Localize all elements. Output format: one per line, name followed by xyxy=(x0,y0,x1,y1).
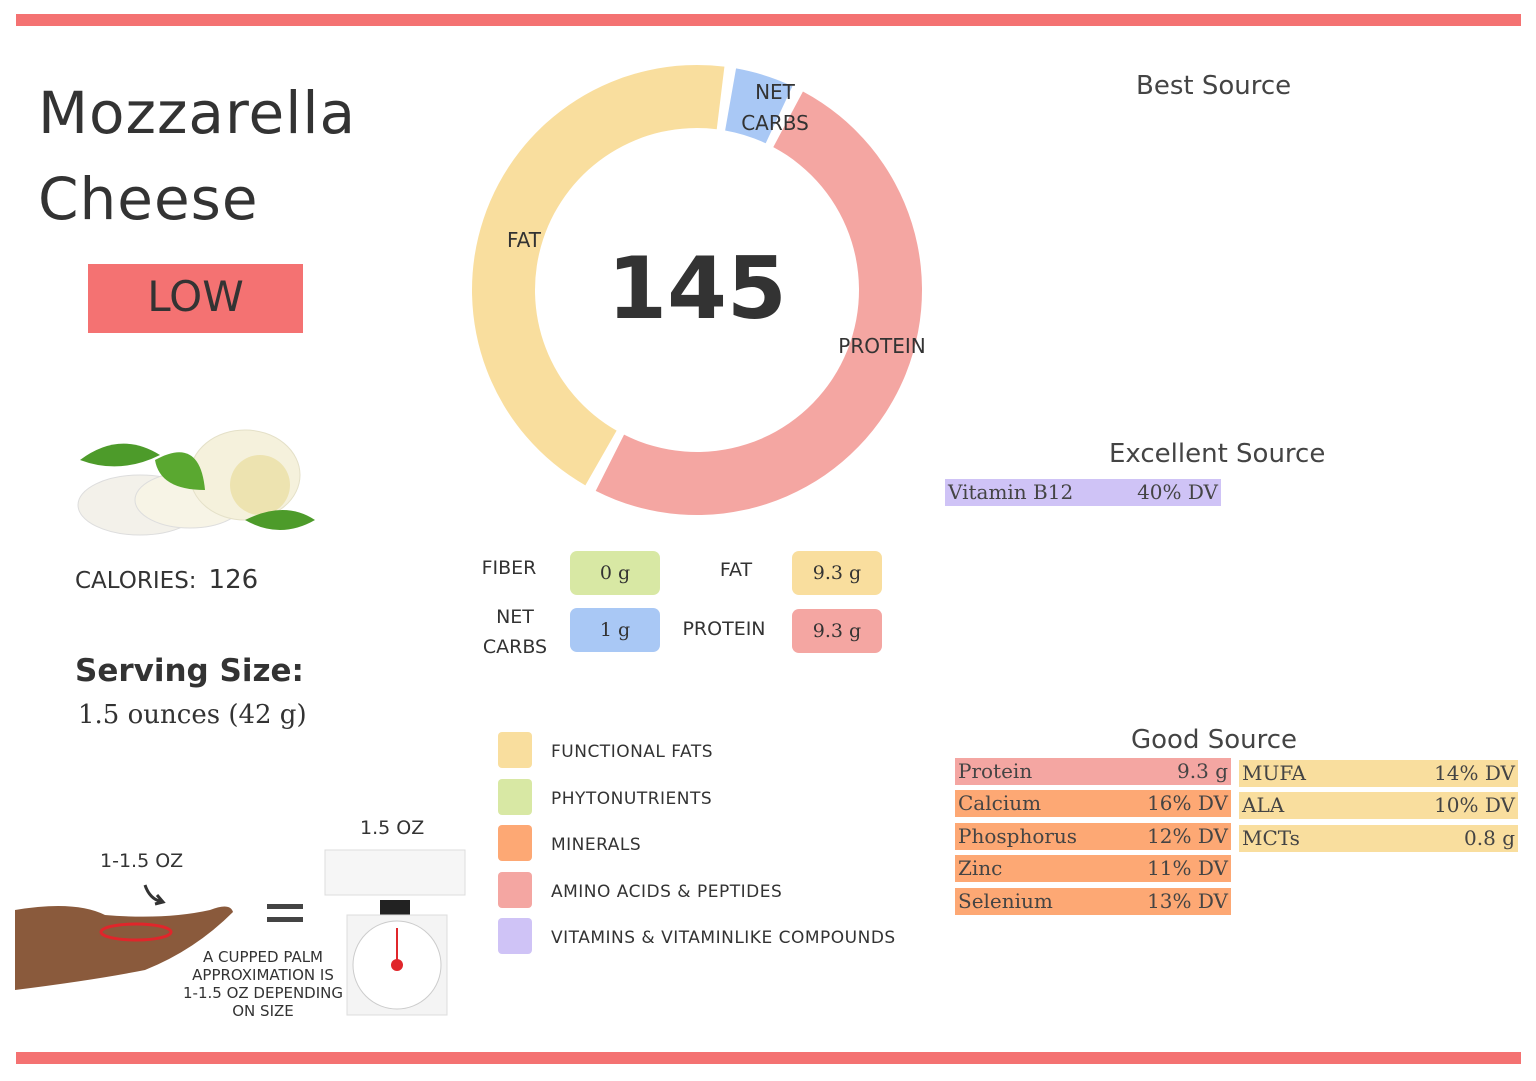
bottom-border xyxy=(16,1052,1521,1064)
donut-label-net: NET xyxy=(755,80,796,104)
scale-label: 1.5 OZ xyxy=(360,817,425,839)
legend-label: PHYTONUTRIENTS xyxy=(551,788,713,809)
legend-label: MINERALS xyxy=(551,835,642,855)
legend-swatch xyxy=(498,871,532,908)
fat-label: FAT xyxy=(719,559,753,581)
good-source-row: Calcium 16% DV xyxy=(955,790,1231,818)
level-badge: LOW xyxy=(88,264,303,333)
excellent-source-title: Excellent Source xyxy=(1109,439,1326,469)
good-source-row: Selenium 13% DV xyxy=(955,887,1231,915)
good-source-row: MUFA 14% DV xyxy=(1239,760,1518,787)
donut-label-protein: PROTEIN xyxy=(838,334,925,358)
top-border xyxy=(16,14,1521,26)
good-source-row: Phosphorus 12% DV xyxy=(955,822,1231,850)
protein-label: PROTEIN xyxy=(682,618,766,640)
net-carbs-value: 1 g xyxy=(570,608,660,652)
fiber-label: FIBER xyxy=(481,557,537,579)
excellent-source-row: Vitamin B12 40% DV xyxy=(945,479,1221,506)
calories: CALORIES: 126 xyxy=(75,565,259,595)
legend-swatch xyxy=(498,732,532,768)
good-source-row: Zinc 11% DV xyxy=(955,855,1231,883)
good-source-row: ALA 10% DV xyxy=(1239,792,1518,820)
legend-label: FUNCTIONAL FATS xyxy=(551,742,714,762)
legend-swatch xyxy=(498,918,532,954)
donut-segment-protein xyxy=(595,91,923,516)
net-carbs-label: NET CARBS xyxy=(482,606,548,658)
fat-value: 9.3 g xyxy=(792,551,882,595)
legend-swatch xyxy=(498,825,532,861)
best-source-title: Best Source xyxy=(1136,71,1292,101)
legend-label: AMINO ACIDS & PEPTIDES xyxy=(551,881,783,902)
legend-label: VITAMINS & VITAMINLIKE COMPOUNDS xyxy=(551,928,896,948)
portion-caption: A CUPPED PALM APPROXIMATION IS 1-1.5 OZ DE… xyxy=(182,948,344,1020)
donut-segment-net-carbs xyxy=(725,68,793,144)
good-source-row: MCTs 0.8 g xyxy=(1239,824,1518,852)
good-source-row: Protein 9.3 g xyxy=(955,758,1231,785)
palm-label: 1-1.5 OZ xyxy=(100,850,184,872)
donut-segment-fat xyxy=(472,65,725,486)
cheese-image xyxy=(77,429,315,536)
fiber-value: 0 g xyxy=(570,551,660,595)
donut-label-fat: FAT xyxy=(507,228,542,252)
legend-swatch xyxy=(498,778,532,815)
page-title: Mozzarella Cheese xyxy=(38,79,356,233)
donut-label-carbs: CARBS xyxy=(741,111,809,135)
portion-illustration xyxy=(15,849,466,1016)
protein-value: 9.3 g xyxy=(792,609,882,653)
good-source-title: Good Source xyxy=(1131,725,1298,755)
donut-center-value: 145 xyxy=(607,239,787,339)
serving-size-value: 1.5 ounces (42 g) xyxy=(78,700,307,730)
serving-size-label: Serving Size: xyxy=(75,653,304,689)
